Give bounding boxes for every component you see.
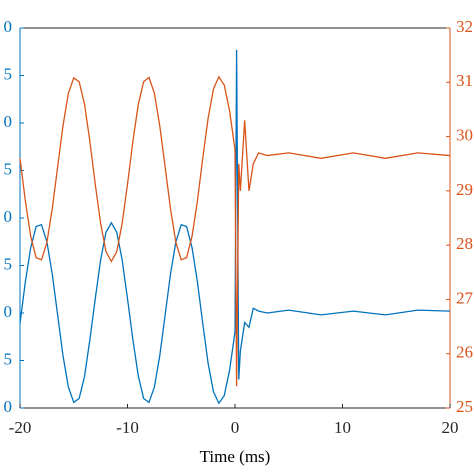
y-tick-label: 5 [4, 349, 13, 368]
y2-tick-label: 32 [456, 17, 473, 36]
x-tick-label: 10 [334, 418, 351, 437]
y-tick-label: 5 [4, 64, 13, 83]
x-tick-label: 0 [231, 418, 240, 437]
line-series [19, 75, 451, 387]
y2-tick-label: 26 [456, 343, 473, 362]
y2-tick-label: 31 [456, 71, 473, 90]
y-tick-label: 5 [4, 254, 13, 273]
y2-tick-label: 27 [456, 288, 474, 307]
y-tick-label: 0 [4, 397, 13, 416]
x-tick-label: 20 [442, 418, 459, 437]
y2-tick-label: 28 [456, 234, 473, 253]
y2-tick-label: 30 [456, 125, 473, 144]
x-tick-label: -10 [116, 418, 139, 437]
x-axis-label: Time (ms) [200, 447, 271, 466]
x-tick-label: -20 [9, 418, 32, 437]
y-tick-label: 0 [4, 112, 13, 131]
y-tick-label: 5 [4, 159, 13, 178]
y2-tick-label: 25 [456, 397, 473, 416]
y-tick-label: 0 [4, 207, 13, 226]
line-series [19, 49, 451, 405]
y-tick-label: 0 [4, 17, 13, 36]
y-tick-label: 0 [4, 302, 13, 321]
y2-tick-label: 29 [456, 180, 473, 199]
